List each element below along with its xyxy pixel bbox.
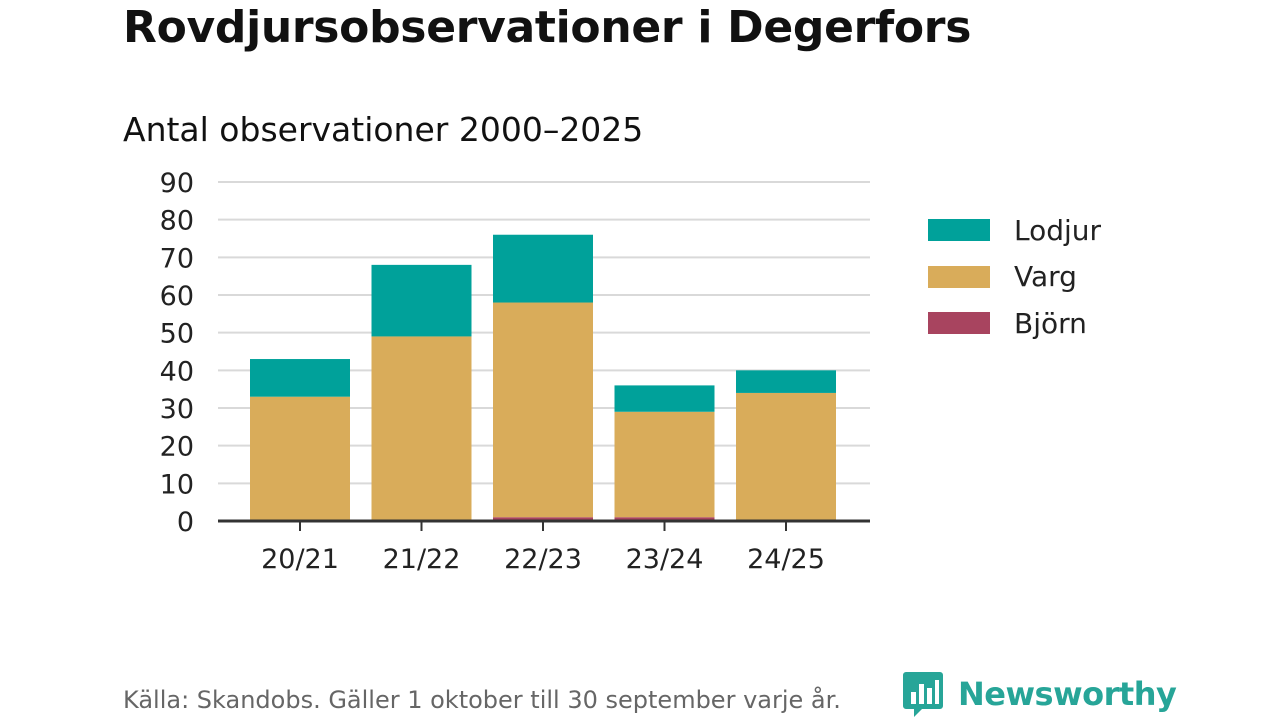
bar-segment-bjorn xyxy=(614,517,715,521)
bar-segment-varg xyxy=(371,336,472,521)
brand-logo: Newsworthy xyxy=(902,670,1177,718)
x-tick-label: 23/24 xyxy=(626,544,704,575)
legend-label: Varg xyxy=(1014,260,1077,294)
y-tick-label: 50 xyxy=(160,319,194,350)
legend-swatch xyxy=(928,265,990,288)
chart-legend: Lodjur Varg Björn xyxy=(928,207,1101,347)
bar-segment-lodjur xyxy=(614,385,715,412)
bar-segment-varg xyxy=(736,392,836,521)
y-tick-label: 70 xyxy=(160,243,194,274)
bar-segment-lodjur xyxy=(493,234,593,303)
legend-item: Lodjur xyxy=(928,207,1101,254)
y-tick-label: 10 xyxy=(160,469,194,500)
bar-segment-lodjur xyxy=(250,359,350,397)
x-tick-label: 20/21 xyxy=(261,544,339,575)
source-note: Källa: Skandobs. Gäller 1 oktober till 3… xyxy=(123,686,841,714)
legend-swatch xyxy=(928,312,990,335)
legend-label: Lodjur xyxy=(1014,213,1102,247)
y-tick-label: 90 xyxy=(160,168,194,199)
y-tick-label: 40 xyxy=(160,356,194,387)
x-tick-label: 24/25 xyxy=(747,544,825,575)
legend-item: Varg xyxy=(928,254,1101,301)
x-tick-label: 21/22 xyxy=(383,544,461,575)
y-tick-label: 80 xyxy=(160,206,194,237)
legend-label: Björn xyxy=(1014,306,1087,340)
y-tick-label: 30 xyxy=(160,394,194,425)
bar-segment-varg xyxy=(614,411,715,518)
x-tick-label: 22/23 xyxy=(504,544,582,575)
y-tick-label: 0 xyxy=(177,507,194,538)
bar-segment-bjorn xyxy=(493,517,593,521)
bar-segment-lodjur xyxy=(371,264,472,337)
bar-segment-varg xyxy=(493,302,593,518)
chart-subtitle: Antal observationer 2000–2025 xyxy=(123,110,644,149)
brand-name: Newsworthy xyxy=(958,675,1177,713)
legend-item: Björn xyxy=(928,300,1101,347)
y-tick-label: 60 xyxy=(160,281,194,312)
legend-swatch xyxy=(928,219,990,242)
chart-title: Rovdjursobservationer i Degerfors xyxy=(123,2,972,53)
newsworthy-logo-icon xyxy=(903,672,943,717)
bar-segment-varg xyxy=(250,396,350,521)
y-tick-label: 20 xyxy=(160,432,194,463)
bar-segment-lodjur xyxy=(736,370,836,393)
